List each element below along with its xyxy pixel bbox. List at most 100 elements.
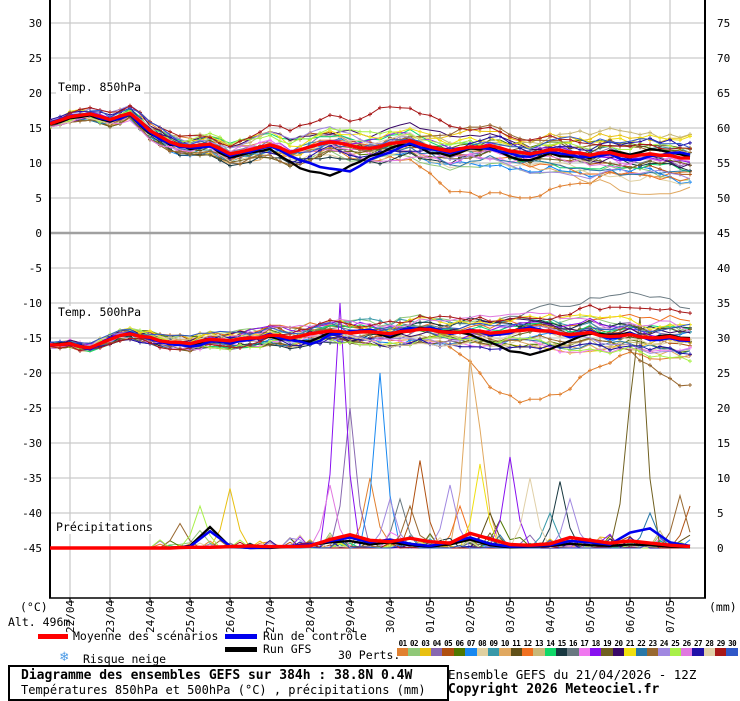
ensemble-mean-line <box>50 111 691 550</box>
pert-03: 03 <box>419 639 432 656</box>
pert-11: 11 <box>510 639 522 656</box>
svg-text:-30: -30 <box>22 437 42 450</box>
svg-text:5: 5 <box>717 507 724 520</box>
svg-text:30: 30 <box>29 17 42 30</box>
svg-text:-45: -45 <box>22 542 42 555</box>
pert-14: 14 <box>544 639 557 656</box>
diagram-title: Diagramme des ensembles GEFS sur 384h : … <box>21 668 413 683</box>
svg-text:24/04: 24/04 <box>144 600 157 633</box>
pert-24: 24 <box>658 639 670 656</box>
run-info-box: Ensemble GEFS du 21/04/2026 - 12Z Copyri… <box>448 667 738 697</box>
panel-label-0: Temp. 850hPa <box>58 80 141 94</box>
pert-23: 23 <box>646 639 659 656</box>
pert-06: 06 <box>453 639 466 656</box>
svg-text:30/04: 30/04 <box>384 600 397 633</box>
pert-18: 18 <box>590 639 602 656</box>
svg-text:40: 40 <box>717 262 730 275</box>
pert-color-swatch <box>533 648 545 656</box>
pert-16: 16 <box>567 639 579 656</box>
pert-color-swatch <box>419 648 432 656</box>
pert-color-swatch <box>612 648 625 656</box>
pert-09: 09 <box>487 639 500 656</box>
pert-color-swatch <box>624 648 636 656</box>
svg-text:28/04: 28/04 <box>304 600 317 633</box>
pert-color-swatch <box>499 648 511 656</box>
pert-color-swatch <box>567 648 579 656</box>
pert-color-swatch <box>521 648 534 656</box>
pert-color-swatch <box>476 648 488 656</box>
pert-17: 17 <box>578 639 591 656</box>
pert-29: 29 <box>715 639 727 656</box>
legend-perts-label: 30 Perts. <box>338 648 401 662</box>
svg-text:65: 65 <box>717 87 730 100</box>
pert-25: 25 <box>669 639 681 656</box>
pert-05: 05 <box>442 639 454 656</box>
pert-color-swatch <box>453 648 466 656</box>
pert-color-swatch <box>703 648 716 656</box>
svg-text:29/04: 29/04 <box>344 600 357 633</box>
svg-text:75: 75 <box>717 17 730 30</box>
svg-text:0: 0 <box>717 542 724 555</box>
mean-line-swatch <box>38 634 68 639</box>
svg-text:-25: -25 <box>22 402 42 415</box>
pert-color-swatch <box>397 648 409 656</box>
svg-text:20: 20 <box>29 87 42 100</box>
pert-28: 28 <box>703 639 716 656</box>
gfs-line-swatch <box>225 647 257 652</box>
svg-text:-20: -20 <box>22 367 42 380</box>
pert-color-swatch <box>408 648 420 656</box>
svg-text:60: 60 <box>717 122 730 135</box>
pert-12: 12 <box>521 639 534 656</box>
pert-15: 15 <box>556 639 568 656</box>
pert-19: 19 <box>601 639 613 656</box>
gridlines <box>50 0 705 598</box>
svg-text:25/04: 25/04 <box>184 600 197 633</box>
perturbation-legend: 01 02 03 04 05 06 07 08 09 10 11 12 13 14 15 16 17 18 19 20… <box>397 639 738 656</box>
pert-color-swatch <box>510 648 522 656</box>
pert-04: 04 <box>431 639 443 656</box>
axes <box>49 0 706 602</box>
svg-text:45: 45 <box>717 227 730 240</box>
svg-text:-5: -5 <box>29 262 42 275</box>
pert-color-swatch <box>680 648 693 656</box>
svg-text:-40: -40 <box>22 507 42 520</box>
legend-mean-label: Moyenne des scénarios <box>73 629 219 643</box>
svg-text:03/05: 03/05 <box>504 600 517 633</box>
ensemble-members <box>50 103 692 550</box>
svg-text:-15: -15 <box>22 332 42 345</box>
svg-text:(mm): (mm) <box>709 600 737 614</box>
pert-20: 20 <box>612 639 625 656</box>
svg-text:04/05: 04/05 <box>544 600 557 633</box>
pert-color-swatch <box>544 648 557 656</box>
pert-color-swatch <box>578 648 591 656</box>
diagram-subtitle: Températures 850hPa et 500hPa (°C) , pré… <box>21 683 426 697</box>
panel-label-2: Précipitations <box>56 520 153 534</box>
pert-color-swatch <box>431 648 443 656</box>
control-line-swatch <box>225 634 257 639</box>
svg-text:15: 15 <box>717 437 730 450</box>
pert-26: 26 <box>680 639 693 656</box>
pert-color-swatch <box>487 648 500 656</box>
legend-control-label: Run de contrôle <box>263 629 367 643</box>
legend-gfs-label: Run GFS <box>263 642 312 656</box>
pert-color-swatch <box>465 648 477 656</box>
svg-text:06/05: 06/05 <box>624 600 637 633</box>
pert-27: 27 <box>692 639 704 656</box>
svg-text:50: 50 <box>717 192 730 205</box>
svg-text:20: 20 <box>717 402 730 415</box>
pert-color-swatch <box>726 648 738 656</box>
svg-text:(°C): (°C) <box>20 600 48 614</box>
panel-labels: Temp. 850hPa Temp. 500hPa Précipitations <box>54 80 156 534</box>
svg-text:30: 30 <box>717 332 730 345</box>
snow-risk-label: Risque neige <box>83 652 167 666</box>
pert-color-swatch <box>556 648 568 656</box>
panel-label-1: Temp. 500hPa <box>58 305 141 319</box>
pert-02: 02 <box>408 639 420 656</box>
pert-30: 30 <box>726 639 738 656</box>
altitude-label: Alt. 496m <box>8 615 70 629</box>
svg-text:23/04: 23/04 <box>104 600 117 633</box>
pert-color-swatch <box>715 648 727 656</box>
svg-text:0: 0 <box>35 227 42 240</box>
axis-tick-labels: 302520151050-5-10-15-20-25-30-35-40-4575… <box>8 17 737 633</box>
svg-text:15: 15 <box>29 122 42 135</box>
